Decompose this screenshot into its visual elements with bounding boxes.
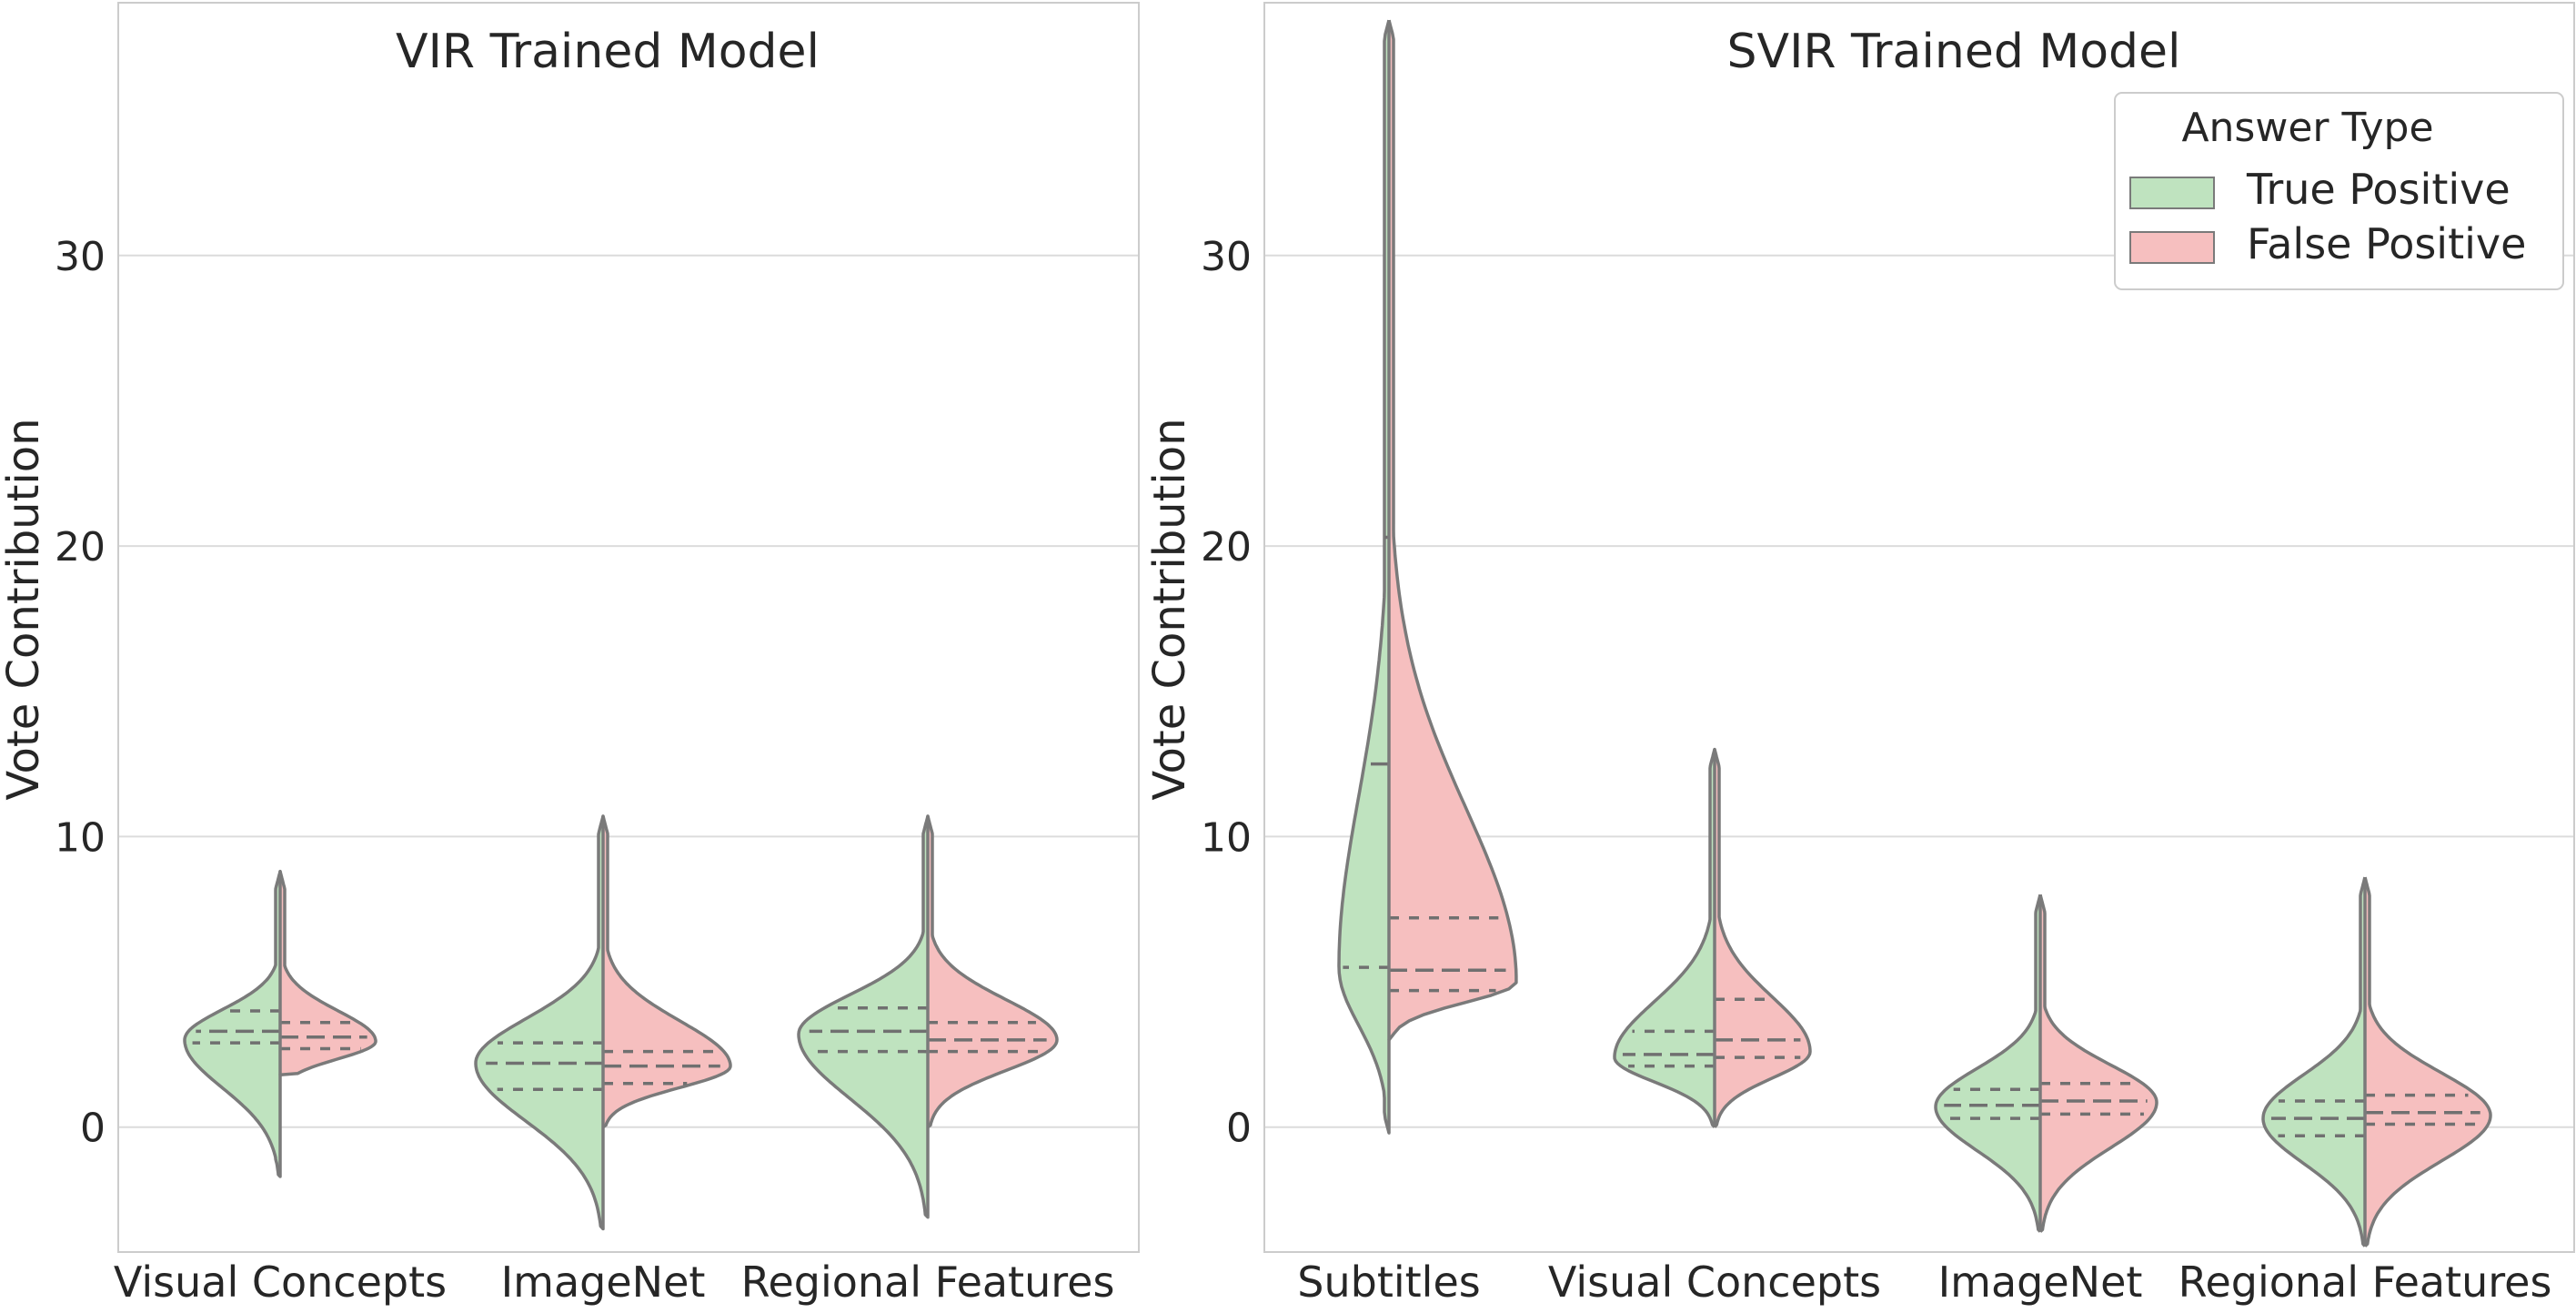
violin-outline xyxy=(278,869,377,1076)
y-tick-label: 0 xyxy=(1226,1106,1252,1152)
x-tick-label: Regional Features xyxy=(2179,1257,2552,1307)
x-tick-label: Subtitles xyxy=(1297,1257,1480,1307)
violin-outline xyxy=(1387,18,1518,1042)
violin-outline xyxy=(183,869,282,1178)
violin-outline xyxy=(601,814,732,1129)
plot-frame xyxy=(1263,2,2575,1253)
violin-imagenet xyxy=(474,814,732,1231)
y-tick-label: 0 xyxy=(80,1106,106,1152)
legend-swatch xyxy=(2129,231,2215,264)
violin-half-false-positive xyxy=(280,871,376,1076)
y-axis-label: Vote Contribution xyxy=(0,418,49,800)
violin-half-true-positive xyxy=(185,871,280,1177)
violin-outline xyxy=(1934,893,2042,1234)
x-tick-label: Visual Concepts xyxy=(114,1257,447,1307)
violin-outline xyxy=(2038,893,2158,1234)
x-tick-label: Visual Concepts xyxy=(1548,1257,1881,1307)
y-tick-label: 20 xyxy=(1201,524,1252,571)
legend-entry: True Positive xyxy=(2246,165,2511,214)
violin-half-true-positive xyxy=(2263,877,2365,1247)
violin-half-true-positive xyxy=(799,816,928,1217)
legend-entry: False Positive xyxy=(2247,219,2526,268)
violin-regional-features xyxy=(2261,876,2492,1248)
x-tick-label: ImageNet xyxy=(1938,1257,2143,1307)
y-axis-label: Vote Contribution xyxy=(1144,418,1195,800)
y-tick-label: 10 xyxy=(55,814,106,861)
violin-half-false-positive xyxy=(603,816,730,1127)
violin-outline xyxy=(474,814,605,1231)
legend-box xyxy=(2114,92,2564,290)
violin-visual-concepts xyxy=(183,869,377,1178)
x-tick-label: ImageNet xyxy=(501,1257,706,1307)
legend: Answer Type True Positive False Positive xyxy=(2114,92,2564,290)
x-tick-label: Regional Features xyxy=(741,1257,1115,1307)
violin-half-true-positive xyxy=(476,816,603,1229)
violin-outline xyxy=(2261,876,2367,1248)
violin-half-true-positive xyxy=(1339,20,1389,1134)
violin-half-false-positive xyxy=(2365,877,2490,1247)
violin-outline xyxy=(797,814,930,1219)
violin-half-false-positive xyxy=(2040,894,2157,1232)
y-tick-label: 10 xyxy=(1201,814,1252,861)
y-tick-label: 20 xyxy=(55,524,106,571)
violin-outline xyxy=(1337,18,1391,1135)
violin-imagenet xyxy=(1934,893,2158,1234)
violin-half-false-positive xyxy=(928,816,1057,1127)
panel-svir-trained-model: 0 10 20 30 Vote Contribution SVIR Trained Mod… xyxy=(1144,2,2575,1307)
legend-title: Answer Type xyxy=(2181,105,2433,151)
panel-vir-trained-model: 0 10 20 30 Vote Contribution VIR Trained Mode… xyxy=(0,2,1140,1307)
chart-title: SVIR Trained Model xyxy=(1726,25,2180,79)
violin-regional-features xyxy=(797,814,1059,1219)
chart-title: VIR Trained Model xyxy=(396,25,820,79)
violin-outline xyxy=(926,814,1059,1129)
violin-visual-concepts xyxy=(1613,747,1812,1128)
violin-outline xyxy=(2363,876,2492,1248)
violin-subtitles xyxy=(1337,18,1518,1135)
plot-frame xyxy=(117,2,1140,1253)
violin-half-false-positive xyxy=(1389,20,1516,1040)
y-tick-label: 30 xyxy=(55,234,106,280)
violin-outline xyxy=(1613,747,1716,1128)
violin-half-false-positive xyxy=(1715,749,1810,1127)
legend-swatch xyxy=(2129,177,2215,209)
y-tick-label: 30 xyxy=(1201,234,1252,280)
violin-outline xyxy=(1713,747,1812,1128)
